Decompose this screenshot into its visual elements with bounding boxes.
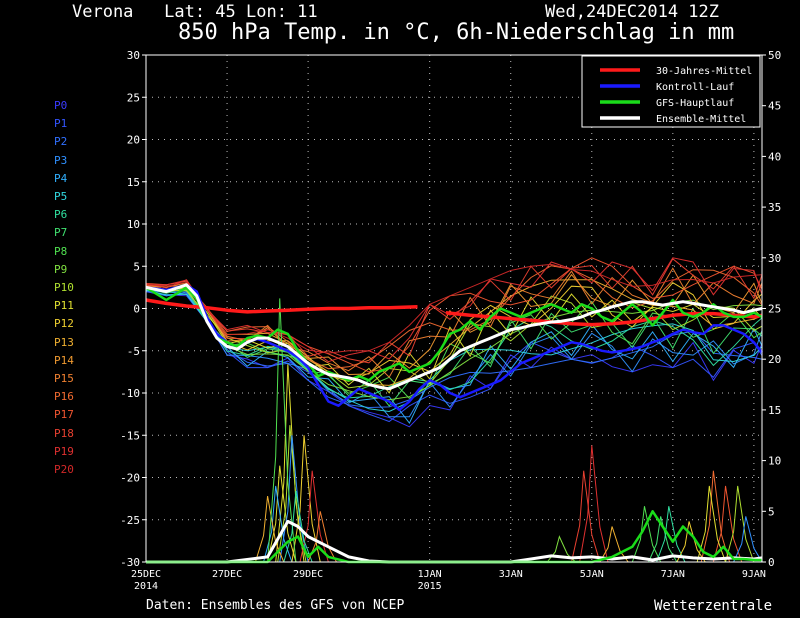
y-right-tick-label: 35 [768, 201, 781, 214]
y-right-tick-label: 25 [768, 303, 781, 316]
precip-spike [571, 470, 601, 563]
x-tick-label: 3JAN [499, 569, 523, 580]
x-tick-label: 29DEC [293, 569, 323, 580]
member-temp-line [145, 291, 763, 423]
precip-spike [631, 506, 662, 563]
x-tick-label: 9JAN [742, 569, 766, 580]
y-right-tick-label: 30 [768, 252, 781, 265]
temp-series-line [145, 298, 418, 314]
ensemble-member-label: P12 [54, 317, 74, 331]
member-temp-line [145, 257, 763, 363]
ensemble-member-label: P1 [54, 117, 68, 131]
precip-spike [656, 506, 686, 563]
ensemble-member-label: P6 [54, 208, 68, 222]
y-right-tick-label: 15 [768, 404, 781, 417]
ensemble-member-label: P20 [54, 463, 74, 476]
legend-box [581, 55, 761, 128]
member-temp-line [145, 289, 763, 409]
y-left-tick-label: 5 [133, 260, 140, 273]
precip-spike [307, 511, 337, 563]
precip-spike [267, 465, 297, 563]
ensemble-member-label: P15 [54, 372, 74, 385]
y-left-tick-label: 10 [127, 218, 140, 231]
precip-spike [648, 516, 678, 563]
ensemble-member-label: P14 [54, 353, 74, 367]
ensemble-member-label: P9 [54, 262, 68, 276]
data-source-footer: Daten: Ensembles des GFS von NCEP [146, 598, 405, 613]
legend-label: Ensemble-Mittel [656, 114, 746, 125]
y-left-tick-label: 0 [133, 303, 140, 316]
x-tick-label: 7JAN [661, 569, 685, 580]
legend-label: Kontroll-Lauf [656, 82, 734, 93]
precip-spike [676, 521, 706, 563]
ensemble-member-label: P8 [54, 244, 68, 258]
y-left-tick-label: -25 [120, 514, 140, 527]
member-temp-line [145, 263, 763, 354]
precip-spike [599, 526, 629, 563]
ensemble-member-label: P5 [54, 190, 68, 203]
precip-spike [725, 485, 755, 563]
legend-label: 30-Jahres-Mittel [656, 66, 752, 77]
x-tick-sublabel: 2014 [134, 581, 158, 592]
precip-spike [579, 445, 609, 563]
y-right-tick-label: 10 [768, 455, 781, 468]
ensemble-member-label: P4 [54, 171, 68, 185]
x-tick-label: 27DEC [212, 569, 242, 580]
member-temp-line [145, 289, 763, 413]
temp-series-line [145, 283, 763, 412]
x-tick-label: 1JAN [418, 569, 442, 580]
precip-spike [254, 496, 285, 563]
plot-frame [145, 54, 763, 563]
y-right-tick-label: 0 [768, 556, 775, 569]
ensemble-member-label: P10 [54, 281, 74, 294]
precip-series-line [146, 510, 762, 564]
y-right-tick-label: 20 [768, 353, 781, 366]
y-left-tick-label: 20 [127, 134, 140, 147]
brand-footer: Wetterzentrale [654, 598, 773, 614]
temp-series-line [145, 283, 763, 391]
x-tick-label: 5JAN [580, 569, 604, 580]
chart-title: 850 hPa Temp. in °C, 6h-Niederschlag in … [178, 20, 735, 45]
run-date-header: Wed,24DEC2014 12Z [545, 2, 719, 22]
precip-spike [700, 470, 731, 563]
precip-spike [733, 516, 763, 563]
member-temp-line [145, 282, 763, 383]
precip-spike [696, 485, 726, 563]
precip-spike [267, 298, 297, 563]
member-temp-line [145, 290, 763, 425]
y-left-tick-label: 15 [127, 176, 140, 189]
y-right-tick-label: 40 [768, 150, 781, 163]
y-left-tick-label: 30 [127, 49, 140, 62]
ensemble-member-label: P17 [54, 408, 74, 422]
ensemble-member-label: P11 [54, 299, 74, 313]
y-left-tick-label: -10 [120, 387, 140, 400]
y-left-tick-label: -5 [127, 345, 140, 358]
ensemble-member-label: P18 [54, 426, 74, 440]
member-temp-line [145, 286, 763, 407]
precip-series-line [146, 519, 763, 564]
x-tick-label: 25DEC [131, 569, 161, 580]
ensemble-member-label: P2 [54, 135, 68, 149]
location-header: Verona Lat: 45 Lon: 11 [72, 2, 318, 22]
y-left-tick-label: 25 [127, 91, 140, 104]
y-right-tick-label: 50 [768, 49, 781, 62]
x-tick-sublabel: 2015 [418, 581, 442, 592]
y-left-tick-label: -15 [120, 429, 140, 442]
ensemble-member-label: P0 [54, 99, 68, 112]
ensemble-member-label: P13 [54, 335, 74, 349]
y-left-tick-label: -20 [120, 472, 140, 485]
precip-spike [277, 425, 307, 563]
legend-label: GFS-Hauptlauf [656, 98, 734, 109]
ensemble-member-label: P3 [54, 153, 68, 167]
temp-series-line [445, 310, 763, 327]
y-left-tick-label: -30 [120, 556, 140, 569]
ensemble-member-label: P7 [54, 226, 68, 240]
precip-spike [283, 490, 313, 563]
ensemble-member-label: P16 [54, 390, 74, 404]
y-right-tick-label: 5 [768, 505, 775, 518]
ensemble-member-label: P19 [54, 444, 74, 458]
precip-spike [291, 435, 321, 563]
y-right-tick-label: 45 [768, 100, 781, 113]
